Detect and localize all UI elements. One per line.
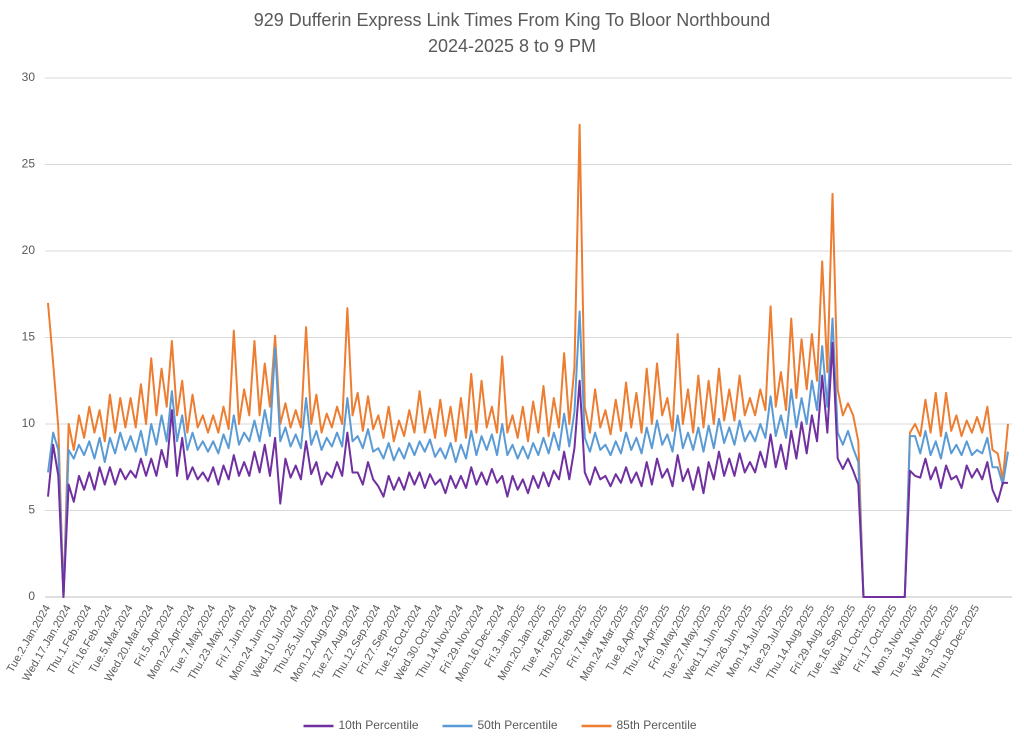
y-tick-label: 30 [22,70,36,84]
legend-label: 10th Percentile [339,718,419,732]
legend-label: 50th Percentile [478,718,558,732]
chart-title: 929 Dufferin Express Link Times From Kin… [254,10,771,30]
series-line [47,123,1009,598]
grid: 0 5 10 15 20 25 30 [22,70,1012,603]
series-line [47,310,1009,598]
y-tick-label: 5 [28,503,35,517]
legend: 10th Percentile 50th Percentile 85th Perce… [303,718,697,732]
series-line [47,341,1008,598]
lines [47,123,1009,598]
y-tick-label: 0 [28,589,35,603]
y-tick-label: 25 [22,157,36,171]
y-tick-label: 15 [22,330,36,344]
chart-subtitle: 2024-2025 8 to 9 PM [428,36,596,56]
y-tick-label: 20 [22,243,36,257]
y-tick-label: 10 [22,416,36,430]
legend-label: 85th Percentile [617,718,697,732]
